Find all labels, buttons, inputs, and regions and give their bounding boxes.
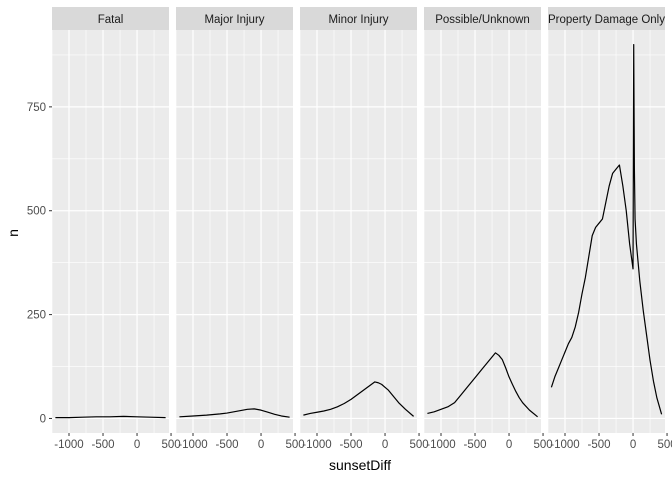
facet-strip (300, 7, 417, 30)
x-tick-label: 0 (382, 439, 388, 451)
series-line (303, 381, 414, 417)
x-tick-label: 0 (134, 439, 140, 451)
x-axis: -1000 -500 0 500 (54, 433, 181, 451)
x-tick-label: 0 (630, 439, 636, 451)
x-tick-label: -500 (92, 439, 115, 451)
panel-background (548, 30, 665, 433)
x-tick-label: 500 (657, 439, 672, 451)
facet-panels: Fatal Major Injury Minor Injury Possible/Un… (51, 7, 668, 433)
x-tick-label: -1000 (426, 439, 455, 451)
y-tick-label: 500 (27, 206, 46, 218)
facet-strip (52, 7, 169, 30)
facet-panel: Fatal (51, 7, 172, 433)
facet-strip-label: Possible/Unknown (435, 14, 530, 26)
x-tick-label: 500 (533, 439, 552, 451)
x-axis: -1000 -500 0 500 (426, 433, 553, 451)
x-tick-label: -500 (216, 439, 239, 451)
x-tick-label: -500 (588, 439, 611, 451)
x-tick-label: 500 (161, 439, 180, 451)
series-line (179, 408, 290, 418)
x-axis: -1000 -500 0 500 (178, 433, 305, 451)
panel-background (176, 30, 293, 433)
panel-background (424, 30, 541, 433)
panel-background (52, 30, 169, 433)
x-axis: -1000 -500 0 500 (302, 433, 429, 451)
facet-strip (548, 7, 665, 30)
x-tick-label: 0 (258, 439, 264, 451)
facet-strip-label: Minor Injury (328, 14, 388, 26)
y-axis: 0 250 500 750 (27, 102, 52, 425)
x-tick-label: -1000 (178, 439, 207, 451)
x-tick-label: 500 (285, 439, 304, 451)
x-tick-label: -500 (340, 439, 363, 451)
facet-panel: Major Injury (175, 7, 296, 433)
x-axis: -1000 -500 0 500 (550, 433, 672, 451)
y-tick-label: 0 (40, 413, 46, 425)
facet-strip-label: Property Damage Only (548, 14, 665, 26)
x-tick-label: 0 (506, 439, 512, 451)
facet-strip-label: Fatal (98, 14, 124, 26)
x-tick-label: -1000 (302, 439, 331, 451)
x-tick-label: -1000 (54, 439, 83, 451)
series-line (550, 43, 663, 415)
facet-panel: Property Damage Only (547, 7, 668, 433)
facet-strip (176, 7, 293, 30)
x-axes: -1000 -500 0 500-1000 -500 0 500-1000 -500 0 500-… (54, 433, 672, 451)
x-tick-label: -1000 (550, 439, 579, 451)
panel-background (300, 30, 417, 433)
y-tick-label: 250 (27, 310, 46, 322)
x-tick-label: 500 (409, 439, 428, 451)
facet-panel: Minor Injury (299, 7, 420, 433)
x-axis-title: sunsetDiff (329, 457, 391, 473)
facet-strip-label: Major Injury (204, 14, 264, 26)
facet-strip (424, 7, 541, 30)
y-tick-label: 750 (27, 102, 46, 114)
y-axis-title: n (5, 229, 21, 237)
x-tick-label: -500 (464, 439, 487, 451)
series-line (427, 352, 538, 418)
facet-panel: Possible/Unknown (423, 7, 544, 433)
series-line (55, 415, 166, 419)
